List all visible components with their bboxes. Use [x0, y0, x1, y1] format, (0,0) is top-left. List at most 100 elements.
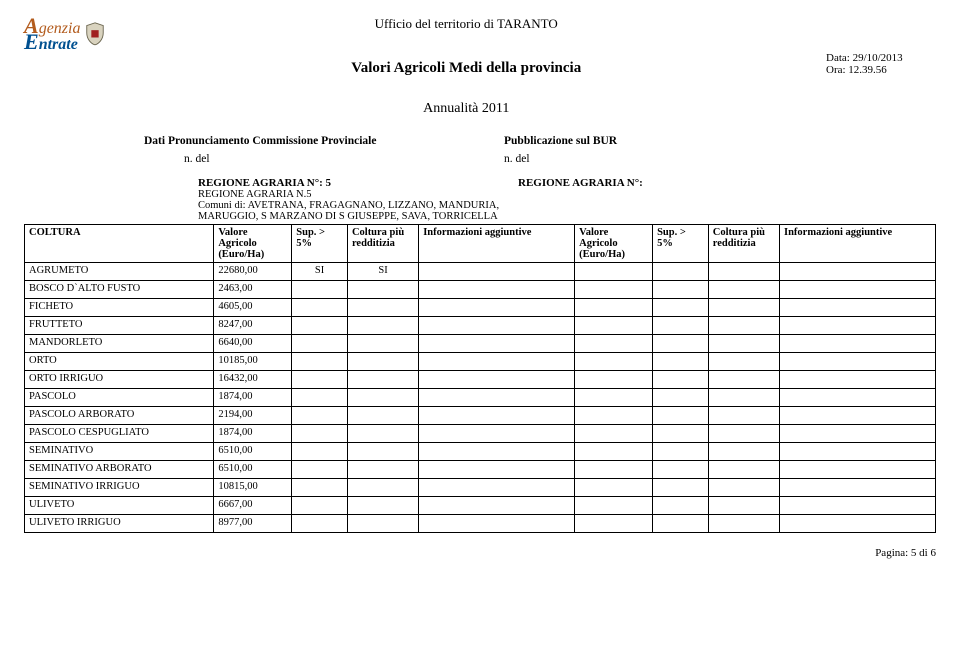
- table-cell: [292, 515, 348, 533]
- table-cell: [575, 389, 653, 407]
- table-cell: PASCOLO: [25, 389, 214, 407]
- table-cell: 16432,00: [214, 371, 292, 389]
- table-cell: 8977,00: [214, 515, 292, 533]
- ndel-row: n. del n. del: [184, 153, 936, 165]
- table-cell: [780, 461, 936, 479]
- table-cell: [653, 461, 709, 479]
- th-valore-2: Valore Agricolo (Euro/Ha): [575, 225, 653, 263]
- region-header-table: REGIONE AGRARIA N°: 5 REGIONE AGRARIA N.…: [24, 175, 936, 224]
- table-cell: [575, 335, 653, 353]
- table-cell: [347, 443, 418, 461]
- table-cell: PASCOLO CESPUGLIATO: [25, 425, 214, 443]
- table-cell: [419, 389, 575, 407]
- region-right-title: REGIONE AGRARIA N°:: [518, 177, 932, 189]
- table-cell: [575, 407, 653, 425]
- table-cell: [780, 317, 936, 335]
- table-cell: [292, 317, 348, 335]
- table-cell: [780, 407, 936, 425]
- th-sup-1: Sup. > 5%: [292, 225, 348, 263]
- th-sup-2: Sup. > 5%: [653, 225, 709, 263]
- table-cell: [708, 443, 779, 461]
- table-cell: [708, 335, 779, 353]
- region-left-comuni: Comuni di: AVETRANA, FRAGAGNANO, LIZZANO…: [198, 200, 510, 222]
- logo: Agenzia Entrate: [24, 16, 106, 53]
- table-cell: [347, 353, 418, 371]
- table-cell: [419, 407, 575, 425]
- table-cell: [419, 263, 575, 281]
- table-cell: [575, 317, 653, 335]
- table-row: SEMINATIVO IRRIGUO10815,00: [25, 479, 936, 497]
- th-info-2: Informazioni aggiuntive: [780, 225, 936, 263]
- table-cell: [419, 281, 575, 299]
- table-cell: [347, 515, 418, 533]
- logo-text: Agenzia Entrate: [24, 16, 80, 53]
- table-cell: [347, 389, 418, 407]
- table-cell: [575, 497, 653, 515]
- meta-left: Dati Pronunciamento Commissione Provinci…: [144, 135, 504, 147]
- table-cell: 2194,00: [214, 407, 292, 425]
- th-red-1: Coltura più redditizia: [347, 225, 418, 263]
- table-cell: [292, 461, 348, 479]
- center-titles: Ufficio del territorio di TARANTO Valori…: [106, 16, 826, 117]
- annualita: Annualità 2011: [106, 101, 826, 117]
- table-cell: [292, 497, 348, 515]
- table-cell: FRUTTETO: [25, 317, 214, 335]
- table-cell: SI: [292, 263, 348, 281]
- table-cell: 6640,00: [214, 335, 292, 353]
- table-row: ULIVETO6667,00: [25, 497, 936, 515]
- table-cell: [653, 263, 709, 281]
- table-cell: [575, 461, 653, 479]
- page-footer: Pagina: 5 di 6: [24, 547, 936, 559]
- ndel-left: n. del: [184, 153, 504, 165]
- table-cell: [419, 479, 575, 497]
- table-cell: [653, 407, 709, 425]
- table-cell: [292, 443, 348, 461]
- table-cell: [347, 335, 418, 353]
- table-cell: [708, 479, 779, 497]
- table-cell: [292, 281, 348, 299]
- table-row: ORTO IRRIGUO16432,00: [25, 371, 936, 389]
- logo-line2-rest: ntrate: [39, 36, 78, 53]
- table-row: PASCOLO1874,00: [25, 389, 936, 407]
- table-row: AGRUMETO22680,00SISI: [25, 263, 936, 281]
- table-cell: [708, 515, 779, 533]
- th-valore-1: Valore Agricolo (Euro/Ha): [214, 225, 292, 263]
- table-cell: BOSCO D`ALTO FUSTO: [25, 281, 214, 299]
- table-cell: [708, 389, 779, 407]
- table-cell: [347, 317, 418, 335]
- table-cell: [419, 335, 575, 353]
- table-cell: [575, 299, 653, 317]
- table-cell: [419, 443, 575, 461]
- table-cell: [653, 353, 709, 371]
- table-cell: [780, 281, 936, 299]
- table-row: FICHETO4605,00: [25, 299, 936, 317]
- table-cell: [419, 515, 575, 533]
- table-cell: [419, 497, 575, 515]
- table-cell: [292, 299, 348, 317]
- table-cell: 10815,00: [214, 479, 292, 497]
- table-cell: [419, 425, 575, 443]
- header: Agenzia Entrate Ufficio del territorio d…: [24, 16, 936, 117]
- table-cell: [653, 371, 709, 389]
- table-cell: FICHETO: [25, 299, 214, 317]
- main-title: Valori Agricoli Medi della provincia: [106, 60, 826, 77]
- table-cell: 6667,00: [214, 497, 292, 515]
- table-cell: [780, 299, 936, 317]
- ufficio-label: Ufficio del territorio di TARANTO: [106, 16, 826, 32]
- table-cell: [780, 353, 936, 371]
- table-cell: ULIVETO: [25, 497, 214, 515]
- table-cell: [347, 281, 418, 299]
- table-cell: 2463,00: [214, 281, 292, 299]
- table-cell: AGRUMETO: [25, 263, 214, 281]
- table-cell: [653, 389, 709, 407]
- table-cell: [708, 407, 779, 425]
- table-row: ORTO10185,00: [25, 353, 936, 371]
- table-row: BOSCO D`ALTO FUSTO2463,00: [25, 281, 936, 299]
- table-cell: [708, 461, 779, 479]
- table-cell: [780, 425, 936, 443]
- table-cell: [347, 479, 418, 497]
- table-row: FRUTTETO8247,00: [25, 317, 936, 335]
- region-left-sub: REGIONE AGRARIA N.5: [198, 189, 510, 200]
- table-cell: [419, 299, 575, 317]
- table-row: PASCOLO CESPUGLIATO1874,00: [25, 425, 936, 443]
